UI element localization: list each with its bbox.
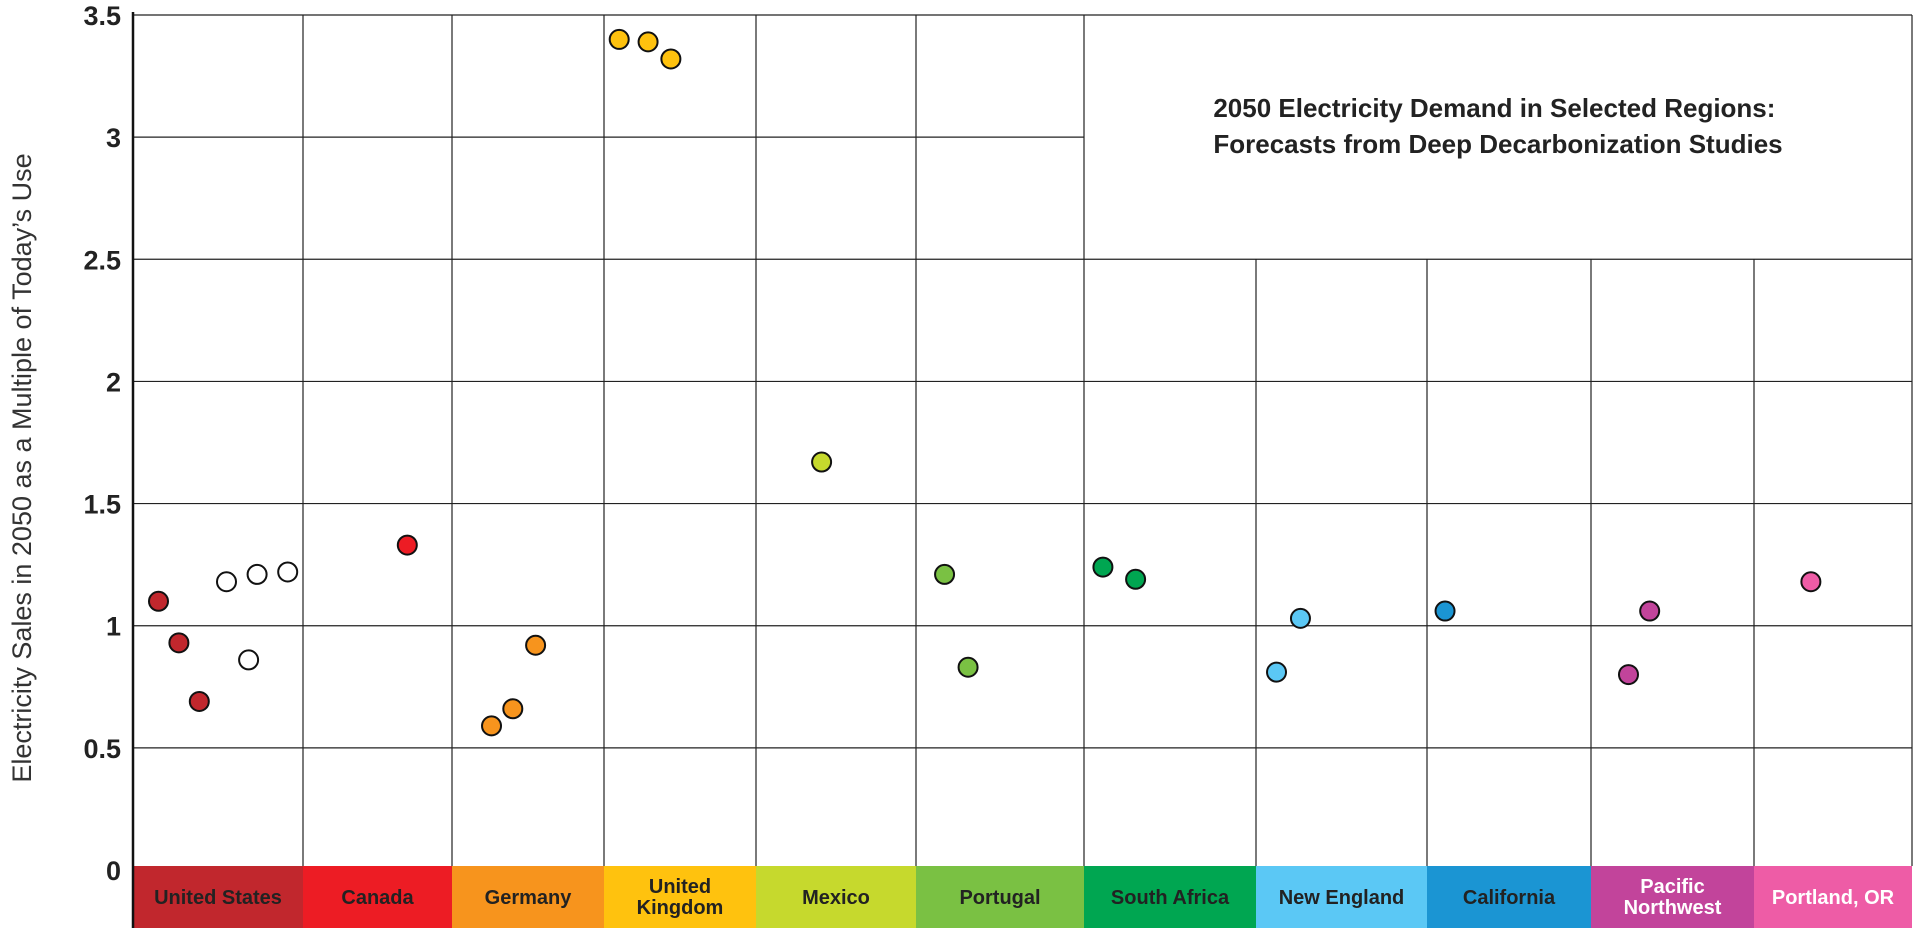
data-point (1092, 556, 1114, 578)
category-label: Portland, OR (1772, 887, 1895, 909)
data-point (238, 649, 260, 671)
category-label: New England (1279, 887, 1405, 909)
data-points (148, 28, 1822, 737)
data-point (957, 656, 979, 678)
category-label: Germany (485, 887, 573, 909)
chart-title-line-2: Forecasts from Deep Decarbonization Stud… (1213, 129, 1782, 159)
data-point (1266, 661, 1288, 683)
data-point (660, 48, 682, 70)
data-point (1617, 664, 1639, 686)
category-label: United States (154, 887, 282, 909)
data-point (216, 571, 237, 593)
category-label: California (1463, 887, 1556, 909)
category-band (452, 866, 604, 928)
data-point (637, 31, 659, 53)
data-point (608, 28, 630, 50)
category-band (133, 866, 303, 928)
y-tick-labels: 0 0.5 1 1.5 2 2.5 3 3.5 (83, 1, 121, 886)
category-label: Pacific (1640, 876, 1704, 898)
data-point (1639, 600, 1661, 622)
plot-area (133, 15, 1912, 870)
category-label: South Africa (1111, 887, 1230, 909)
y-tick-label: 2 (106, 367, 121, 397)
y-tick-label: 1 (106, 612, 121, 642)
data-point (188, 690, 210, 712)
chart-title-line-1: 2050 Electricity Demand in Selected Regi… (1213, 93, 1775, 123)
category-label: United (649, 876, 711, 898)
y-tick-label: 0 (106, 856, 121, 886)
data-point (396, 534, 418, 556)
category-band (1084, 866, 1256, 928)
data-point (1800, 571, 1822, 593)
category-label: Portugal (959, 887, 1040, 909)
data-point (168, 632, 190, 654)
data-point (277, 561, 299, 583)
category-band (1256, 866, 1427, 928)
category-band (604, 866, 756, 928)
category-band (1427, 866, 1591, 928)
data-point (502, 698, 524, 720)
data-point (1289, 607, 1311, 629)
data-point (934, 563, 956, 585)
category-band (916, 866, 1084, 928)
data-point (811, 451, 833, 473)
y-axis-label: Electricity Sales in 2050 as a Multiple … (7, 153, 37, 782)
plot-background (133, 15, 1912, 870)
data-point (481, 715, 503, 737)
y-tick-label: 1.5 (83, 490, 121, 520)
category-band (303, 866, 452, 928)
data-point (246, 563, 268, 585)
y-tick-label: 3.5 (83, 1, 121, 31)
category-band (1591, 866, 1754, 928)
chart-title: 2050 Electricity Demand in Selected Regi… (1213, 93, 1782, 159)
data-point (1125, 568, 1147, 590)
y-tick-label: 0.5 (83, 734, 121, 764)
category-label: Northwest (1624, 897, 1722, 919)
y-tick-label: 2.5 (83, 245, 121, 275)
data-point (148, 590, 169, 612)
y-tick-label: 3 (106, 123, 121, 153)
grid (133, 14, 1913, 866)
data-point (1434, 600, 1456, 622)
category-label: Canada (341, 887, 414, 909)
category-band (756, 866, 916, 928)
category-band (1754, 866, 1912, 928)
category-label: Mexico (802, 887, 870, 909)
data-point (525, 634, 547, 656)
category-label: Kingdom (637, 897, 724, 919)
